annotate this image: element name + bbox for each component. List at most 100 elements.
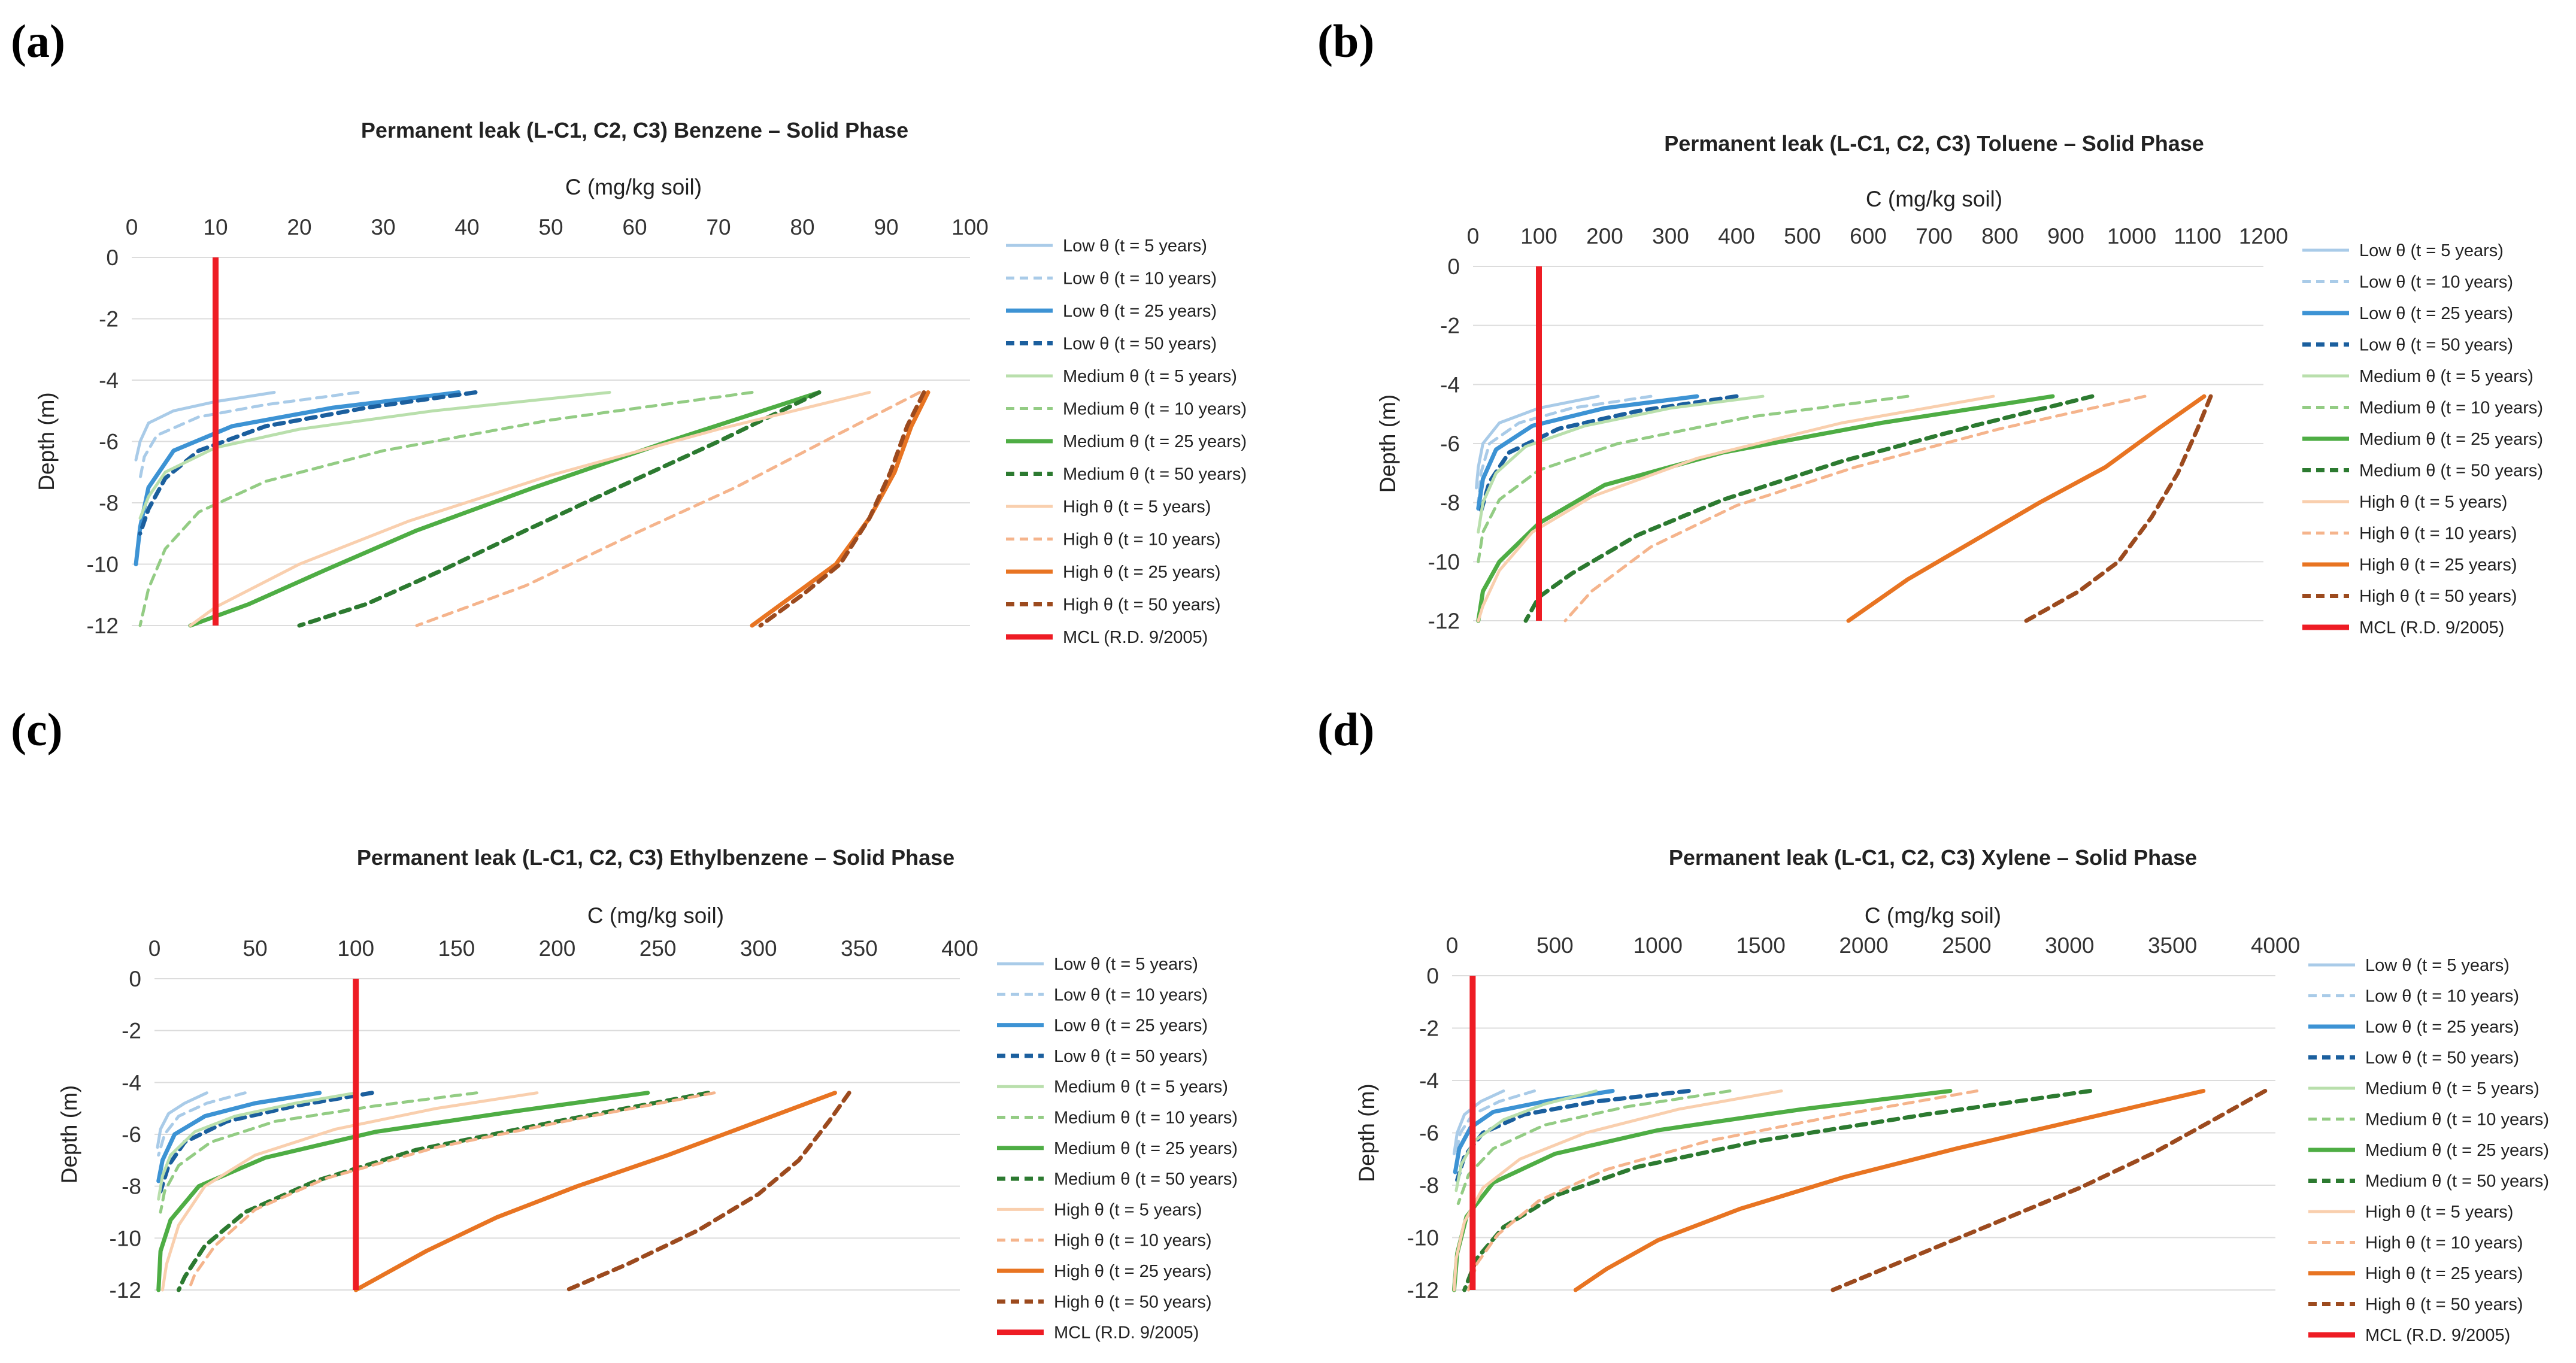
legend-label: MCL (R.D. 9/2005): [2359, 618, 2504, 638]
series-line: [1477, 394, 1765, 534]
legend: Low θ (t = 5 years) Low θ (t = 10 years) L…: [2308, 956, 2549, 1345]
y-axis-title: Depth (m): [1375, 394, 1400, 493]
series-line: [158, 1091, 374, 1194]
legend-item: High θ (t = 5 years): [2308, 1203, 2513, 1222]
x-tick-label: 700: [1916, 224, 1953, 248]
y-tick-label: -10: [87, 553, 119, 577]
legend-label: Medium θ (t = 25 years): [2359, 430, 2543, 449]
y-tick-label: -2: [122, 1019, 141, 1043]
legend-label: Medium θ (t = 5 years): [1063, 367, 1237, 386]
x-tick-label: 20: [287, 215, 311, 239]
legend-label: Low θ (t = 5 years): [1054, 955, 1198, 974]
x-tick-label: 40: [454, 215, 479, 239]
legend-item: Low θ (t = 5 years): [2308, 956, 2510, 975]
legend: Low θ (t = 5 years) Low θ (t = 10 years) L…: [2302, 241, 2543, 638]
series-line: [415, 391, 922, 627]
series-line: [134, 390, 461, 566]
series-line: [189, 391, 871, 627]
x-tick-label: 250: [640, 936, 677, 961]
legend-item: Medium θ (t = 10 years): [2302, 399, 2543, 418]
legend-item: Low θ (t = 10 years): [997, 985, 1208, 1004]
x-axis-title: C (mg/kg soil): [587, 903, 724, 928]
x-tick-label: 1000: [2107, 224, 2156, 248]
x-tick-label: 3500: [2148, 933, 2197, 958]
legend-label: High θ (t = 5 years): [2359, 493, 2507, 512]
legend-label: High θ (t = 10 years): [1054, 1231, 1212, 1250]
legend-item: Low θ (t = 10 years): [2308, 987, 2519, 1006]
legend-label: Low θ (t = 25 years): [1054, 1016, 1208, 1036]
chart-title: Permanent leak (L-C1, C2, C3) Xylene – S…: [1669, 845, 2197, 870]
series-line: [1477, 394, 1995, 623]
legend-item: Low θ (t = 25 years): [2302, 304, 2513, 323]
legend-label: MCL (R.D. 9/2005): [1054, 1323, 1199, 1343]
x-tick-label: 0: [126, 215, 138, 239]
series-line: [156, 1091, 322, 1183]
legend-item: Low θ (t = 25 years): [2308, 1018, 2519, 1037]
legend-item: Medium θ (t = 50 years): [997, 1170, 1238, 1189]
series-line: [1573, 1089, 2206, 1292]
legend-label: Low θ (t = 10 years): [1063, 269, 1217, 289]
x-tick-label: 150: [438, 936, 475, 961]
legend-label: High θ (t = 25 years): [2365, 1264, 2523, 1283]
y-tick-label: -10: [110, 1226, 141, 1250]
legend-label: Medium θ (t = 10 years): [2359, 399, 2543, 418]
legend-label: Low θ (t = 5 years): [2359, 241, 2504, 260]
x-tick-label: 1000: [1634, 933, 1683, 958]
y-axis-title: Depth (m): [34, 392, 59, 490]
series-line: [138, 391, 360, 480]
chart-panel-c: (c) Permanent leak (L-C1, C2, C3) Ethylbe…: [11, 703, 1238, 1343]
y-tick-label: -8: [1419, 1173, 1439, 1198]
x-tick-label: 400: [1718, 224, 1755, 248]
y-tick-label: -12: [110, 1278, 141, 1303]
legend-item: Low θ (t = 10 years): [1006, 269, 1217, 289]
legend-item: Low θ (t = 25 years): [997, 1016, 1208, 1036]
chart-title: Permanent leak (L-C1, C2, C3) Ethylbenze…: [357, 845, 954, 870]
x-tick-label: 100: [951, 215, 989, 239]
series-line: [353, 1091, 837, 1292]
legend-item: MCL (R.D. 9/2005): [997, 1323, 1199, 1343]
x-tick-label: 50: [538, 215, 563, 239]
legend-label: Medium θ (t = 10 years): [2365, 1110, 2549, 1130]
legend-label: Low θ (t = 50 years): [1063, 335, 1217, 354]
legend-label: Low θ (t = 25 years): [2359, 304, 2513, 323]
legend-label: High θ (t = 50 years): [1063, 596, 1221, 615]
x-tick-label: 0: [149, 936, 161, 961]
chart-panel-b: (b) Permanent leak (L-C1, C2, C3) Toluene…: [1317, 15, 2543, 638]
legend-item: High θ (t = 50 years): [997, 1292, 1212, 1312]
series-line: [157, 1091, 247, 1157]
x-tick-label: 90: [874, 215, 898, 239]
legend-item: Medium θ (t = 10 years): [2308, 1110, 2549, 1130]
legend: Low θ (t = 5 years) Low θ (t = 10 years) L…: [997, 955, 1238, 1343]
legend-item: Medium θ (t = 25 years): [2308, 1141, 2549, 1160]
legend-item: Medium θ (t = 50 years): [2308, 1172, 2549, 1191]
y-tick-label: -4: [1419, 1068, 1439, 1093]
legend-item: Low θ (t = 5 years): [1006, 236, 1207, 256]
legend-item: Low θ (t = 50 years): [2302, 336, 2513, 355]
legend-item: Medium θ (t = 25 years): [2302, 430, 2543, 449]
x-tick-label: 0: [1446, 933, 1459, 958]
x-tick-label: 100: [1520, 224, 1557, 248]
series-line: [1452, 1089, 1783, 1292]
legend-item: High θ (t = 25 years): [2308, 1264, 2523, 1283]
legend-label: High θ (t = 10 years): [2365, 1234, 2523, 1253]
legend-item: Low θ (t = 25 years): [1006, 302, 1217, 321]
x-tick-label: 30: [371, 215, 395, 239]
legend-item: High θ (t = 50 years): [2302, 587, 2517, 606]
series-line: [138, 391, 754, 627]
legend-label: Medium θ (t = 50 years): [1063, 465, 1247, 484]
series-line: [156, 1091, 650, 1292]
series-line: [565, 1091, 851, 1292]
legend-label: Low θ (t = 25 years): [1063, 302, 1217, 321]
legend-label: Medium θ (t = 25 years): [2365, 1141, 2549, 1160]
y-tick-label: 0: [1426, 964, 1439, 988]
legend-item: Medium θ (t = 10 years): [997, 1109, 1238, 1128]
legend-label: Medium θ (t = 10 years): [1054, 1109, 1238, 1128]
x-axis-title: C (mg/kg soil): [1865, 903, 2001, 928]
chart-panel-d: (d) Permanent leak (L-C1, C2, C3) Xylene …: [1317, 703, 2549, 1345]
legend-item: Medium θ (t = 5 years): [2302, 367, 2533, 386]
x-tick-label: 80: [790, 215, 814, 239]
legend-item: High θ (t = 10 years): [2308, 1234, 2523, 1253]
chart-title: Permanent leak (L-C1, C2, C3) Toluene – …: [1664, 131, 2204, 156]
legend-label: Medium θ (t = 50 years): [1054, 1170, 1238, 1189]
